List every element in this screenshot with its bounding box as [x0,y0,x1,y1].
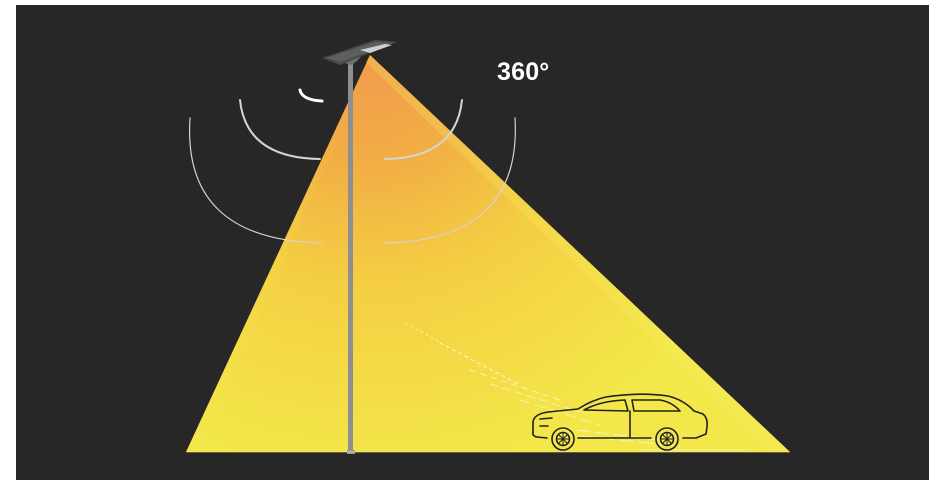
car-front-wheel [551,427,575,451]
sensor-ring-3-right [384,117,516,244]
angle-label: 360° [497,58,550,86]
light-cone [186,55,790,452]
sensor-ring-3-left [188,117,323,244]
car-body [532,393,708,439]
sensor-ring-2-right [384,99,463,160]
car-front-bumper [532,431,548,439]
street-light-icon [322,40,397,454]
sensor-ring-2-left [239,99,321,160]
car-icon [532,393,708,451]
light-pole [348,63,353,453]
light-beam [186,55,790,452]
motion-sensor-rings [188,88,516,244]
light-cone-edge-left [186,55,372,452]
car-front-spokes [556,432,570,446]
car-headlight [539,417,553,420]
car-rear-window [631,399,681,412]
light-cone-edge-right [366,55,790,452]
sensor-ring-1-left [298,88,324,103]
car-rear-wheel [655,427,679,451]
car-rear-spokes [660,432,674,446]
car-front-window [583,399,629,412]
light-panel-highlight [360,44,392,53]
